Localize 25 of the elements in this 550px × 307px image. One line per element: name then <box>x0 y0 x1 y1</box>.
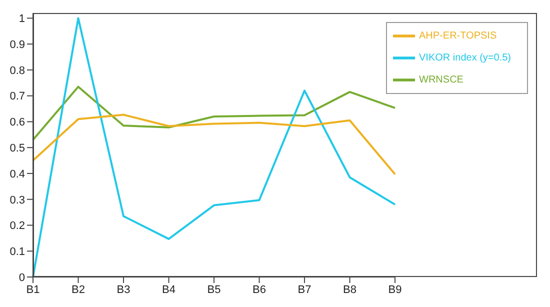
x-tick-label: B1 <box>26 284 40 296</box>
line-series <box>32 114 396 176</box>
x-tick-label: B8 <box>343 284 356 296</box>
y-tick-label: 0.9 <box>10 38 25 51</box>
y-tick-label: 0.7 <box>10 90 25 103</box>
legend-label: VIKOR index (y=0.5) <box>419 52 511 64</box>
y-tick-label: 0 <box>18 272 25 284</box>
legend-label: WRNSCE <box>419 74 464 86</box>
line-series <box>32 86 396 141</box>
y-tick-label: 0.5 <box>10 142 25 154</box>
x-tick-label: B6 <box>252 284 266 296</box>
y-tick-label: 0.6 <box>10 116 25 129</box>
y-tick-label: 0.4 <box>10 168 25 180</box>
x-tick-label: B3 <box>116 284 130 296</box>
legend-label: AHP-ER-TOPSIS <box>419 30 497 42</box>
x-tick-label: B2 <box>72 284 85 296</box>
x-tick-label: B5 <box>207 284 221 296</box>
y-tick-label: 1 <box>18 13 25 26</box>
x-tick-label: B7 <box>298 284 312 296</box>
x-tick-label: B9 <box>388 284 402 296</box>
y-tick-label: 0.8 <box>10 64 25 77</box>
y-tick-label: 0.1 <box>10 246 25 258</box>
y-tick-label: 0.2 <box>10 220 25 232</box>
y-tick-label: 0.3 <box>10 194 25 206</box>
x-tick-label: B4 <box>162 284 176 296</box>
